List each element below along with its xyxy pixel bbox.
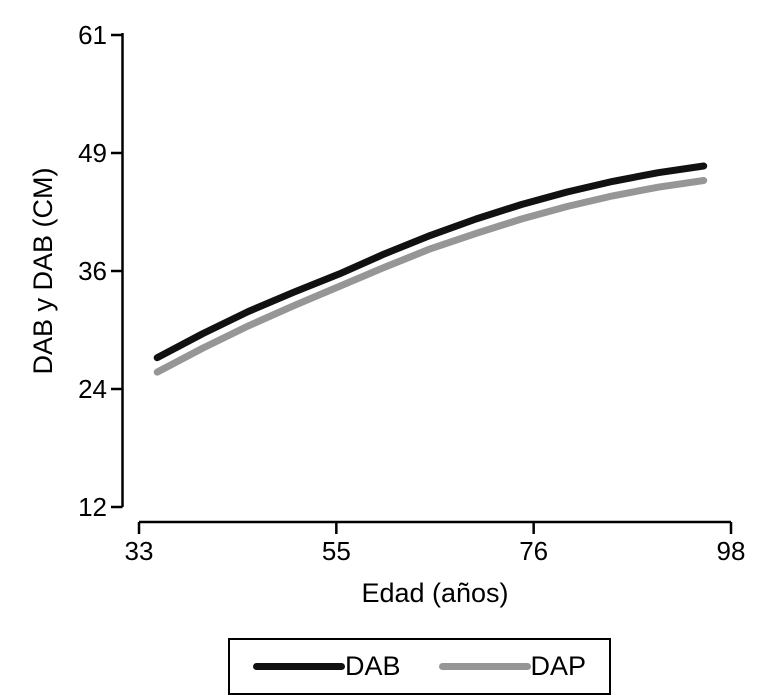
- legend-item-dap: DAP: [438, 651, 587, 681]
- series-lines: [153, 162, 708, 376]
- y-tick-label: 49: [78, 138, 107, 168]
- x-tick-label: 55: [322, 536, 351, 566]
- y-ticks: 12 24 36 49 61: [78, 20, 123, 522]
- dap-line-swatch: [438, 663, 531, 670]
- legend: DAB DAP: [228, 638, 611, 695]
- dab-line-swatch: [252, 663, 345, 670]
- legend-item-dab: DAB: [252, 651, 401, 681]
- y-tick-label: 12: [78, 492, 107, 522]
- legend-label-dap: DAP: [530, 651, 587, 681]
- legend-label-dab: DAB: [344, 651, 401, 681]
- y-tick-label: 36: [78, 256, 107, 286]
- x-tick-label: 76: [519, 536, 548, 566]
- x-axis-label: Edad (años): [361, 578, 508, 608]
- series-line-dap: [153, 177, 708, 376]
- y-tick-label: 24: [78, 374, 107, 404]
- series-line-dab: [153, 162, 708, 362]
- x-ticks: 33 55 76 98: [125, 522, 746, 566]
- x-tick-label: 33: [125, 536, 154, 566]
- x-tick-label: 98: [717, 536, 746, 566]
- y-axis-label: DAB y DAB (CM): [28, 167, 58, 374]
- y-tick-label: 61: [78, 20, 107, 50]
